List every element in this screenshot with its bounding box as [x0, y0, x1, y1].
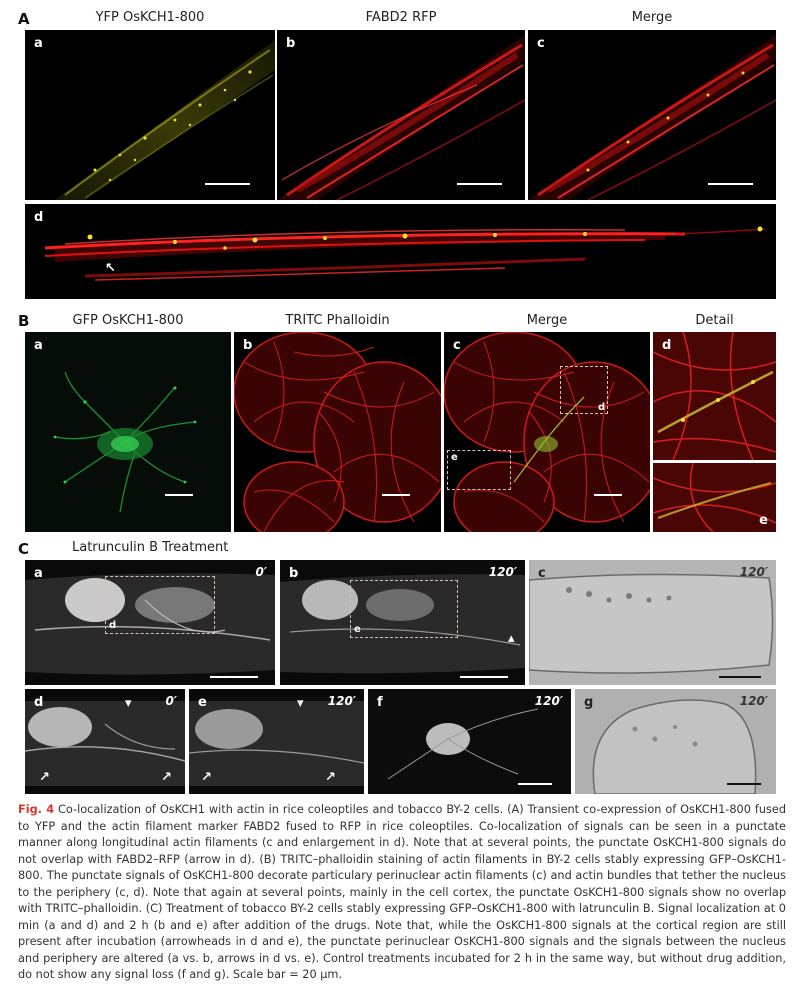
caption-text: Co-localization of OsKCH1 with actin in … [18, 803, 786, 981]
scale-bar [205, 183, 250, 185]
panel-a-b-rfp: b [277, 30, 525, 200]
scale-bar [210, 676, 258, 678]
scale-bar [719, 676, 761, 678]
scale-bar [594, 494, 622, 496]
scale-bar [518, 783, 552, 785]
panel-c-a: a 0′ d [25, 560, 275, 685]
fluorescence-image [387, 708, 539, 780]
detail-box-e-label: e [451, 452, 458, 463]
panel-label-c-b: b [289, 566, 299, 581]
panel-label-c-a: a [34, 566, 43, 581]
time-c-e: 120′ [327, 694, 356, 708]
time-c-d: 0′ [165, 694, 177, 708]
arrow-icon: ↗ [325, 770, 336, 785]
arrowhead-icon: ▾ [125, 696, 132, 711]
scale-bar [382, 494, 410, 496]
panel-label-a-c: c [537, 36, 545, 51]
yfp-image [55, 40, 275, 200]
header-yfp: YFP OsKCH1-800 [95, 10, 205, 25]
panel-label-a-a: a [34, 36, 43, 51]
fluorescence-image [280, 574, 525, 674]
panel-b-a-gfp: a [25, 332, 231, 532]
panel-label-c-d: d [34, 695, 44, 710]
panel-label-c-g: g [584, 695, 594, 710]
panel-label-b-c: c [453, 338, 461, 353]
detail-box-d-label: d [109, 620, 117, 631]
gfp-image [53, 371, 197, 513]
time-c-c: 120′ [739, 565, 768, 579]
panel-label-a-d: d [34, 210, 44, 225]
panel-a-d-enlargement: d ↖ [25, 204, 776, 299]
detail-box-e [447, 450, 511, 490]
scale-bar [457, 183, 502, 185]
scale-bar [460, 676, 508, 678]
fluorescence-image [25, 573, 275, 675]
section-c-title: Latrunculin B Treatment [72, 540, 229, 555]
tritc-image [234, 332, 441, 532]
arrow-icon: ↖ [105, 261, 116, 276]
time-c-f: 120′ [534, 694, 563, 708]
rfp-image [277, 35, 525, 200]
brightfield-image [529, 560, 776, 685]
panel-c-g-brightfield: g 120′ [575, 689, 776, 794]
detail-box-d [560, 366, 608, 414]
header-detail: Detail [695, 313, 734, 328]
header-merge-a: Merge [631, 10, 673, 25]
panel-label-a-b: b [286, 36, 296, 51]
fluorescence-image [25, 701, 185, 786]
scale-bar [708, 183, 753, 185]
figure-caption: Fig. 4 Co-localization of OsKCH1 with ac… [18, 802, 786, 984]
scale-bar [165, 494, 193, 496]
header-merge-b: Merge [526, 313, 568, 328]
panel-label-b-a: a [34, 338, 43, 353]
fluorescence-image [189, 701, 364, 786]
panel-c-c-brightfield: c 120′ [529, 560, 776, 685]
panel-b-b-tritc: b [234, 332, 441, 532]
panel-c-d: d 0′ ▾ ↗ ↗ [25, 689, 185, 794]
figure-label: Fig. 4 [18, 803, 55, 816]
merge-b-image [444, 332, 650, 532]
section-b-label: B [18, 312, 30, 330]
detail-box-d-label: d [598, 402, 606, 413]
detail-box-e [350, 580, 458, 638]
panel-c-e: e 120′ ▾ ↗ ↗ [189, 689, 364, 794]
header-tritc: TRITC Phalloidin [285, 313, 390, 328]
scale-bar [727, 783, 761, 785]
panel-label-c-e: e [198, 695, 207, 710]
detail-e-image [653, 463, 776, 532]
brightfield-image [575, 689, 776, 794]
panel-c-b: b 120′ e ▴ [280, 560, 525, 685]
arrowhead-icon: ▾ [297, 696, 304, 711]
header-fabd2: FABD2 RFP [365, 10, 437, 25]
arrow-icon: ↗ [161, 770, 172, 785]
panel-label-c-c: c [538, 566, 546, 581]
detail-d-image [653, 332, 776, 460]
panel-label-b-e: e [759, 513, 768, 528]
time-c-b: 120′ [488, 565, 517, 579]
panel-a-c-merge: c [528, 30, 776, 200]
time-c-a: 0′ [255, 565, 267, 579]
panel-b-c-merge: c d e [444, 332, 650, 532]
panel-label-b-b: b [243, 338, 253, 353]
panel-b-d-detail: d [653, 332, 776, 460]
merge-image [528, 35, 776, 200]
header-gfp: GFP OsKCH1-800 [72, 313, 184, 328]
arrowhead-icon: ▴ [508, 631, 515, 646]
panel-label-c-f: f [377, 695, 383, 710]
panel-a-a-yfp: a [25, 30, 275, 200]
panel-label-b-d: d [662, 338, 672, 353]
time-c-g: 120′ [739, 694, 768, 708]
detail-box-d [105, 576, 215, 634]
enlargement-image [44, 226, 766, 281]
detail-box-e-label: e [354, 624, 361, 635]
arrow-icon: ↗ [201, 770, 212, 785]
section-c-label: C [18, 540, 30, 558]
section-a-label: A [18, 10, 30, 28]
panel-c-f: f 120′ [368, 689, 571, 794]
panel-b-e-detail: e [653, 463, 776, 532]
arrow-icon: ↗ [39, 770, 50, 785]
